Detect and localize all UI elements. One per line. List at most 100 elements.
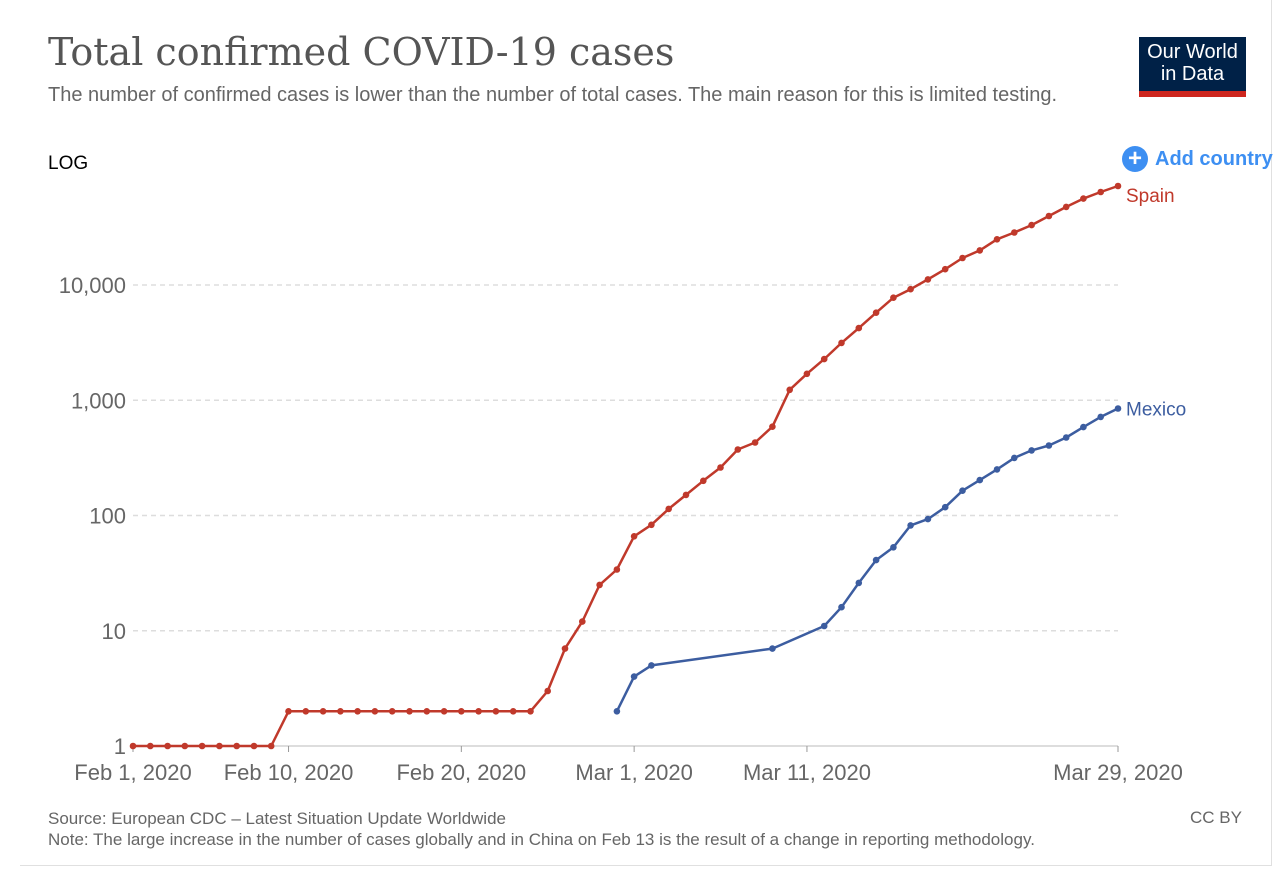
owid-logo[interactable]: Our World in Data	[1139, 37, 1246, 97]
spain-point	[820, 355, 828, 363]
spain-point	[579, 618, 586, 625]
mexico-point	[838, 603, 845, 611]
spain-point	[354, 708, 361, 715]
spain-point	[907, 285, 914, 293]
spain-point	[267, 742, 275, 750]
spain-point	[924, 276, 932, 283]
mexico-point	[872, 556, 880, 564]
series-layer: Spain Mexico	[129, 182, 1186, 750]
chart-subtitle: The number of confirmed cases is lower t…	[48, 84, 1057, 106]
spain-point	[164, 742, 171, 750]
spain-point	[544, 687, 551, 695]
mexico-point	[890, 544, 897, 551]
axis-layer: 1 10 100 1,000 10,000 Feb 1, 2020 Feb 10, 2020…	[59, 273, 1183, 785]
mexico-series-label: Mexico	[1126, 400, 1186, 421]
mexico-point	[993, 466, 1001, 473]
chart-title: Total confirmed COVID-19 cases	[48, 30, 675, 74]
footer: Source: European CDC – Latest Situation …	[48, 808, 1035, 850]
spain-point	[527, 708, 534, 715]
spain-point	[561, 645, 569, 652]
spain-point	[371, 708, 379, 715]
y-tick-label: 100	[89, 504, 126, 529]
mexico-point	[959, 487, 966, 495]
spain-point	[803, 370, 811, 378]
logo-line-1: Our World	[1147, 41, 1238, 63]
x-tick-label: Feb 10, 2020	[224, 760, 354, 785]
logo-accent-bar	[1139, 91, 1246, 97]
x-tick-label: Mar 29, 2020	[1053, 760, 1183, 785]
spain-point	[233, 742, 240, 750]
log-scale-toggle[interactable]: LOG	[48, 153, 89, 174]
spain-point	[181, 742, 189, 750]
mexico-point	[1062, 434, 1070, 441]
note-text: Note: The large increase in the number o…	[48, 830, 1035, 849]
spain-point	[1011, 229, 1018, 236]
spain-point	[423, 708, 431, 715]
spain-point	[734, 446, 742, 453]
spain-point	[976, 247, 984, 254]
spain-point	[1045, 212, 1053, 220]
y-tick-label: 1	[114, 734, 126, 759]
x-tick-label: Mar 11, 2020	[743, 760, 871, 785]
spain-point	[147, 742, 154, 750]
add-country-label: Add country	[1155, 147, 1273, 170]
spain-point	[596, 581, 603, 589]
spain-point	[959, 254, 966, 262]
spain-point	[786, 386, 793, 394]
spain-point	[285, 708, 292, 715]
spain-point	[302, 708, 310, 715]
spain-point	[1114, 182, 1122, 190]
spain-point	[717, 464, 724, 471]
mexico-point	[1028, 447, 1035, 454]
mexico-point	[924, 515, 932, 523]
mexico-point	[976, 476, 984, 484]
spain-point	[1028, 221, 1035, 229]
spain-point	[941, 265, 949, 273]
mexico-point	[907, 522, 914, 529]
spain-point	[475, 708, 482, 715]
mexico-point	[1045, 442, 1053, 449]
spain-point	[319, 708, 327, 715]
spain-point	[751, 439, 759, 446]
spain-point	[682, 491, 690, 499]
spain-point	[630, 533, 638, 540]
spain-point	[458, 708, 465, 715]
mexico-point	[1097, 413, 1104, 421]
mexico-line	[615, 407, 1119, 712]
mexico-point	[1114, 405, 1122, 412]
spain-line	[133, 184, 1119, 748]
spain-point	[337, 708, 344, 715]
x-tick-label: Feb 20, 2020	[396, 760, 526, 785]
spain-point	[872, 309, 880, 317]
y-tick-label: 10,000	[59, 273, 126, 298]
license-link[interactable]: CC BY	[1190, 808, 1242, 827]
spain-point	[613, 566, 621, 573]
spain-point	[700, 477, 707, 485]
spain-point	[250, 742, 258, 750]
spain-point	[648, 521, 655, 529]
spain-point	[1097, 188, 1104, 196]
mexico-point	[1080, 423, 1087, 431]
mexico-point	[769, 645, 776, 652]
chart-frame	[20, 0, 1272, 866]
spain-point	[665, 505, 672, 513]
mexico-point	[630, 673, 638, 680]
mexico-point	[941, 503, 949, 511]
grid-layer	[133, 284, 1118, 632]
spain-point	[855, 324, 863, 332]
spain-point	[769, 423, 776, 431]
add-country-button[interactable]: + Add country	[1122, 146, 1273, 172]
spain-point	[1080, 195, 1087, 202]
spain-point	[216, 742, 223, 750]
spain-point	[198, 742, 206, 750]
x-tick-label: Mar 1, 2020	[575, 760, 692, 785]
spain-point	[492, 708, 500, 715]
mexico-point	[613, 708, 621, 715]
spain-point	[509, 708, 517, 715]
spain-point	[406, 708, 413, 715]
plus-circle-icon: +	[1122, 146, 1148, 172]
spain-point	[388, 708, 396, 715]
mexico-point	[820, 622, 828, 630]
spain-point	[890, 294, 897, 302]
